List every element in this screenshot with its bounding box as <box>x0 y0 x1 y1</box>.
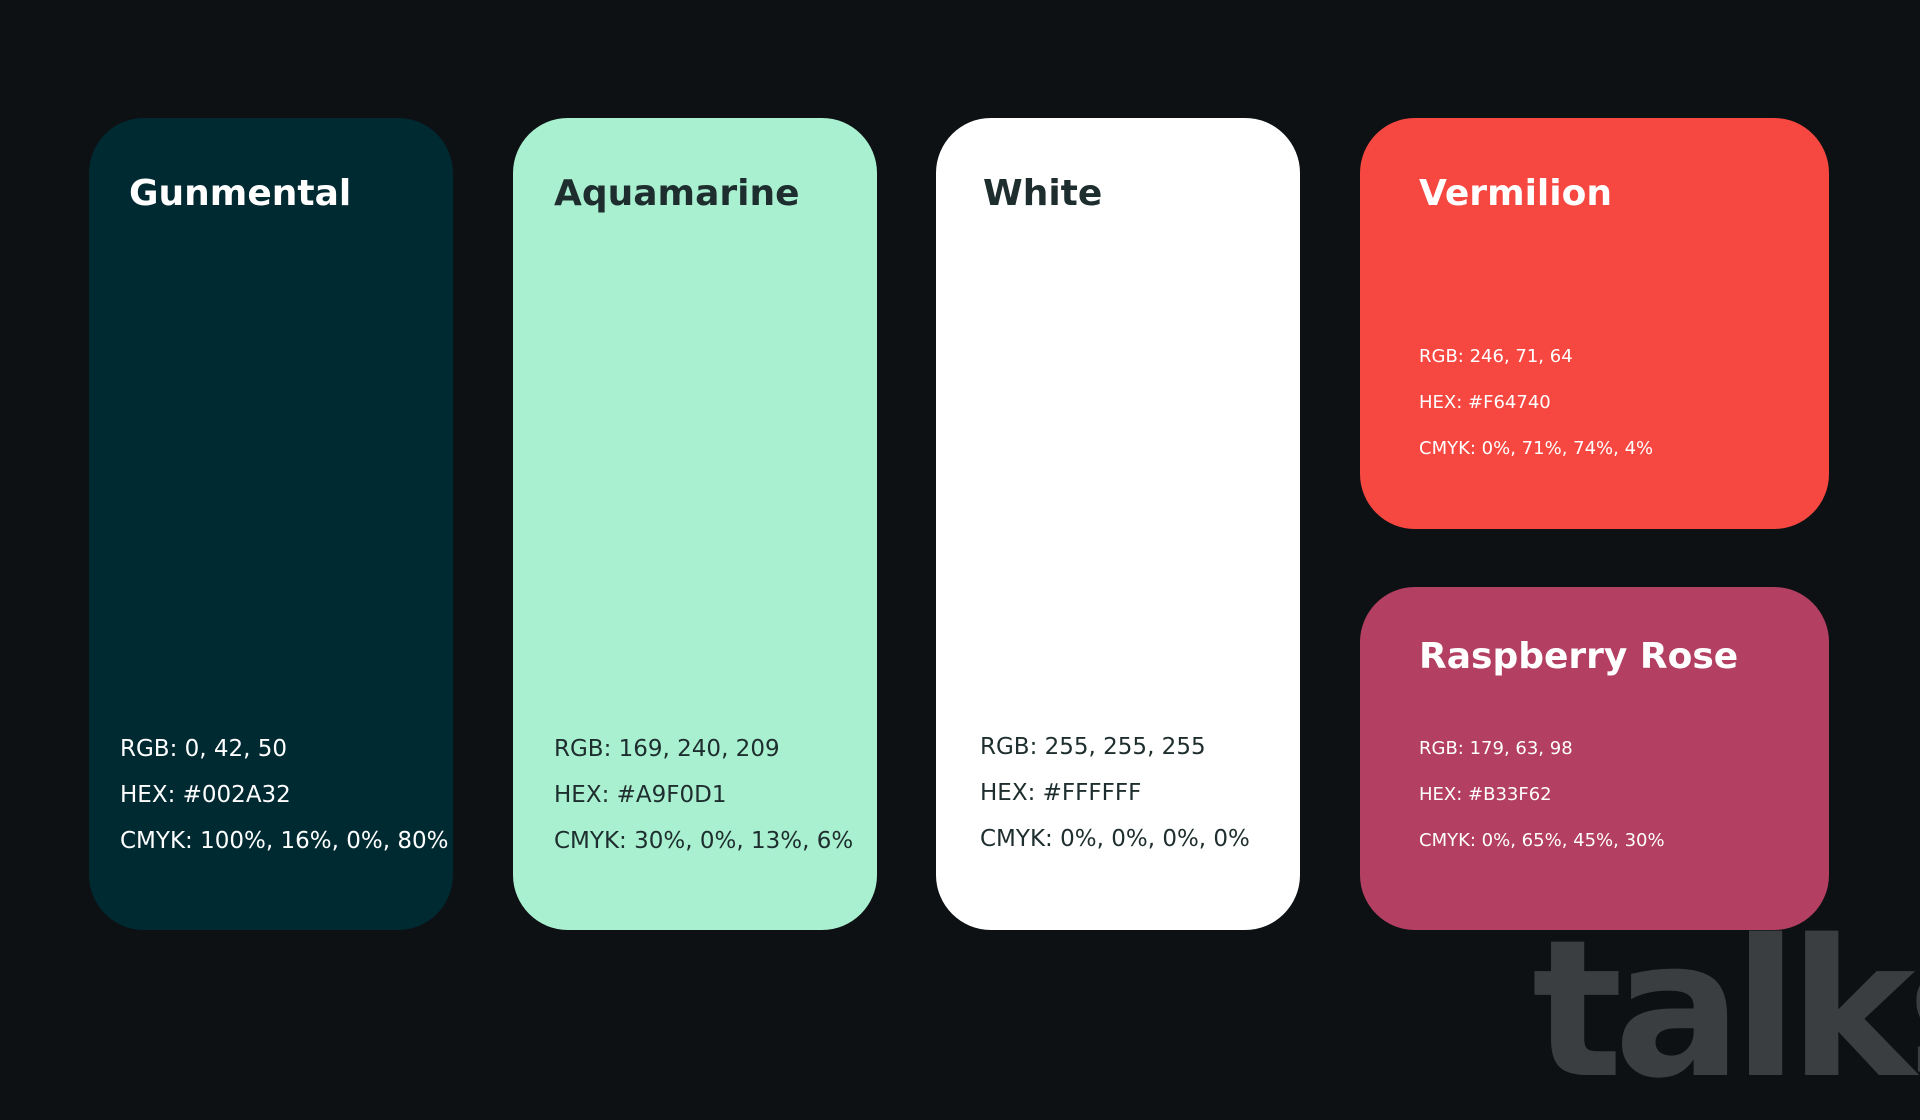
cmyk-value: CMYK: 30%, 0%, 13%, 6% <box>554 828 854 854</box>
swatch-name: Gunmental <box>129 173 352 214</box>
swatch-name: Vermilion <box>1419 173 1612 214</box>
hex-value: HEX: #A9F0D1 <box>554 782 727 808</box>
palette-slide: { "background_color": "#0D1113", "swatch… <box>89 118 1920 1105</box>
swatch-name: Aquamarine <box>554 173 800 214</box>
rgb-value: RGB: 0, 42, 50 <box>120 736 288 762</box>
swatch-specs: RGB: 246, 71, 64 HEX: #F64740 CMYK: 0%, … <box>1419 348 1653 486</box>
swatch-card-aquamarine: Aquamarine RGB: 169, 240, 209 HEX: #A9F0… <box>513 118 877 930</box>
hex-value: HEX: #FFFFFF <box>980 780 1142 806</box>
rgb-value: RGB: 246, 71, 64 <box>1419 346 1573 367</box>
rgb-value: RGB: 255, 255, 255 <box>980 734 1206 760</box>
rgb-value: RGB: 169, 240, 209 <box>554 736 780 762</box>
swatch-name: Raspberry Rose <box>1419 636 1739 677</box>
swatch-card-raspberry-rose: Raspberry Rose RGB: 179, 63, 98 HEX: #B3… <box>1360 587 1829 930</box>
swatch-specs: RGB: 0, 42, 50 HEX: #002A32 CMYK: 100%, … <box>120 738 448 876</box>
talks-logo: talks <box>1532 899 1920 1120</box>
cmyk-value: CMYK: 100%, 16%, 0%, 80% <box>120 828 449 854</box>
hex-value: HEX: #002A32 <box>120 782 291 808</box>
hex-value: HEX: #F64740 <box>1419 392 1551 413</box>
swatch-card-gunmental: Gunmental RGB: 0, 42, 50 HEX: #002A32 CM… <box>89 118 453 930</box>
rgb-value: RGB: 179, 63, 98 <box>1419 738 1573 759</box>
cmyk-value: CMYK: 0%, 65%, 45%, 30% <box>1419 830 1665 851</box>
swatch-card-white: White RGB: 255, 255, 255 HEX: #FFFFFF CM… <box>936 118 1300 930</box>
swatch-specs: RGB: 179, 63, 98 HEX: #B33F62 CMYK: 0%, … <box>1419 740 1665 878</box>
swatch-card-vermilion: Vermilion RGB: 246, 71, 64 HEX: #F64740 … <box>1360 118 1829 529</box>
swatch-name: White <box>983 173 1103 214</box>
cmyk-value: CMYK: 0%, 71%, 74%, 4% <box>1419 438 1654 459</box>
swatch-specs: RGB: 169, 240, 209 HEX: #A9F0D1 CMYK: 30… <box>554 738 853 876</box>
hex-value: HEX: #B33F62 <box>1419 784 1552 805</box>
swatch-specs: RGB: 255, 255, 255 HEX: #FFFFFF CMYK: 0%… <box>980 736 1250 874</box>
cmyk-value: CMYK: 0%, 0%, 0%, 0% <box>980 826 1250 852</box>
